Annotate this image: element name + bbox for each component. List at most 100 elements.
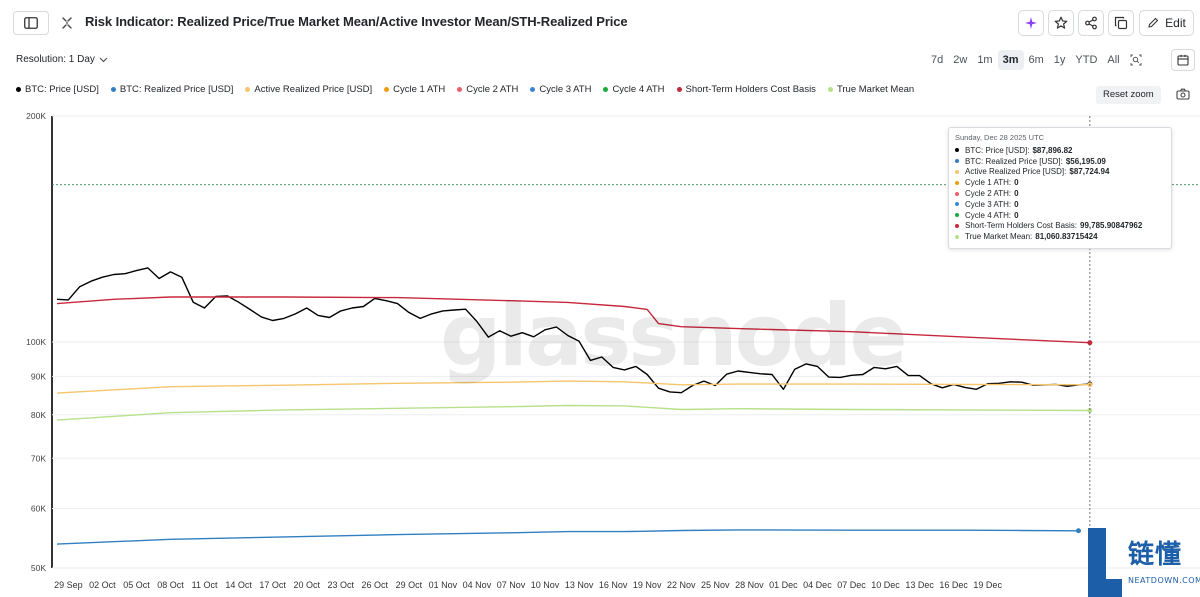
tooltip-row: Short-Term Holders Cost Basis: 99,785.908… [955,221,1165,232]
x-tick-label: 28 Nov [735,580,764,590]
sidebar-toggle-button[interactable] [13,11,49,35]
legend-item[interactable]: BTC: Price [USD] [16,84,99,95]
legend-dot [384,87,390,92]
tooltip-row: True Market Mean: 81,060.83715424 [955,231,1165,242]
x-tick-label: 16 Nov [599,580,628,590]
x-axis-ticks: 29 Sep 02 Oct 05 Oct 08 Oct 11 Oct 14 Oct 17 O… [54,580,1002,590]
tooltip-rows: BTC: Price [USD]: $87,896.82 BTC: Realized… [955,145,1165,242]
edit-button[interactable]: Edit [1139,10,1194,36]
legend-item[interactable]: Cycle 1 ATH [384,84,445,95]
legend-label: Cycle 2 ATH [466,84,519,95]
tooltip-value: $87,724.94 [1069,167,1110,177]
range-1m[interactable]: 1m [977,54,993,66]
x-tick-label: 05 Oct [123,580,150,590]
tooltip-label: BTC: Realized Price [USD]: [965,156,1063,166]
share-button[interactable] [1078,10,1104,36]
tooltip-value: 81,060.83715424 [1035,232,1098,242]
series-line-short-term-holders-cost-basis [56,296,1090,344]
star-icon [1054,16,1068,29]
x-tick-label: 01 Dec [769,580,798,590]
resolution-select[interactable]: Resolution: 1 Day [16,54,108,65]
tooltip-label: Cycle 4 ATH: [965,210,1012,220]
zoom-range-button[interactable] [1125,50,1147,70]
series-line-btc-realized-price-usd [56,529,1079,545]
x-tick-label: 16 Dec [939,580,968,590]
y-tick-label: 80K [31,410,46,420]
legend-label: BTC: Price [USD] [25,84,99,95]
sparkle-icon [1025,17,1037,29]
range-1y[interactable]: 1y [1053,54,1066,66]
tooltip-dot [955,234,959,239]
tooltip-label: Cycle 3 ATH: [965,199,1012,209]
legend-dot [110,87,116,92]
tooltip-value: 99,785.90847962 [1080,221,1143,231]
series-line-active-realized-price-usd [56,380,1090,394]
legend-label: Cycle 1 ATH [393,84,446,95]
legend-item[interactable]: True Market Mean [827,84,915,95]
tooltip-label: Cycle 1 ATH: [965,178,1012,188]
x-tick-label: 13 Dec [905,580,934,590]
copy-icon [1114,16,1128,30]
legend-dot [16,87,21,92]
favorite-button[interactable] [1048,10,1074,36]
x-tick-label: 14 Oct [225,580,252,590]
tooltip-row: BTC: Realized Price [USD]: $56,195.09 [955,156,1165,167]
range-ytd[interactable]: YTD [1075,54,1098,66]
x-tick-label: 22 Nov [667,580,696,590]
range-2w[interactable]: 2w [953,54,968,66]
tooltip-value: 0 [1014,210,1019,220]
legend-item[interactable]: Active Realized Price [USD] [245,84,372,95]
legend-item[interactable]: Cycle 4 ATH [603,84,665,95]
range-7d[interactable]: 7d [931,54,944,66]
range-6m[interactable]: 6m [1028,54,1044,66]
tooltip-dot [955,202,959,207]
legend-item[interactable]: Cycle 3 ATH [530,84,591,95]
x-tick-label: 01 Nov [429,580,458,590]
legend-item[interactable]: Cycle 2 ATH [457,84,518,95]
collapse-arrows-icon[interactable] [61,16,73,30]
x-tick-label: 26 Oct [362,580,389,590]
tooltip-value: 0 [1014,199,1019,209]
pencil-icon [1148,17,1159,28]
x-tick-label: 02 Oct [89,580,116,590]
tooltip-value: 0 [1014,189,1019,199]
x-tick-label: 17 Oct [259,580,286,590]
legend-label: True Market Mean [836,84,915,95]
y-tick-label: 50K [31,563,46,573]
tooltip-value: $56,195.09 [1065,156,1106,166]
range-3m[interactable]: 3m [997,50,1024,70]
tooltip-label: Short-Term Holders Cost Basis: [965,221,1078,231]
date-picker-button[interactable] [1171,49,1195,71]
series-endpoint-short-term-holders-cost-basis [1087,340,1093,346]
tooltip-dot [955,213,959,218]
tooltip-label: Active Realized Price [USD]: [965,167,1067,177]
logo-subtext: NEATDOWN.COM [1128,576,1200,585]
tooltip-value: 0 [1014,178,1019,188]
legend-label: BTC: Realized Price [USD] [119,84,234,95]
x-tick-label: 11 Oct [192,580,218,590]
tooltip-row: Cycle 2 ATH: 0 [955,188,1165,199]
tooltip-dot [955,223,959,228]
range-selector: 7d 2w 1m 3m 6m 1y YTD All [926,50,1147,70]
ai-sparkle-button[interactable] [1018,10,1044,36]
y-tick-label: 90K [31,371,46,381]
duplicate-button[interactable] [1108,10,1134,36]
legend-label: Short-Term Holders Cost Basis [685,84,816,95]
x-tick-label: 07 Nov [497,580,526,590]
tooltip-date: Sunday, Dec 28 2025 UTC [955,133,1045,142]
range-all[interactable]: All [1107,54,1120,66]
series-endpoint-btc-realized-price-usd [1076,528,1081,534]
legend-item[interactable]: BTC: Realized Price [USD] [110,84,234,95]
legend-item[interactable]: Short-Term Holders Cost Basis [676,84,816,95]
x-tick-label: 23 Oct [327,580,354,590]
tooltip-dot [955,148,959,153]
tooltip-row: Cycle 4 ATH: 0 [955,210,1165,221]
tooltip-dot [955,191,959,196]
reset-zoom-button[interactable]: Reset zoom [1096,86,1161,104]
x-tick-label: 08 Oct [157,580,184,590]
camera-icon[interactable] [1176,88,1190,100]
legend-dot [603,87,609,92]
x-tick-label: 10 Nov [531,580,560,590]
chart-legend: BTC: Price [USD] BTC: Realized Price [USD… [16,84,926,95]
